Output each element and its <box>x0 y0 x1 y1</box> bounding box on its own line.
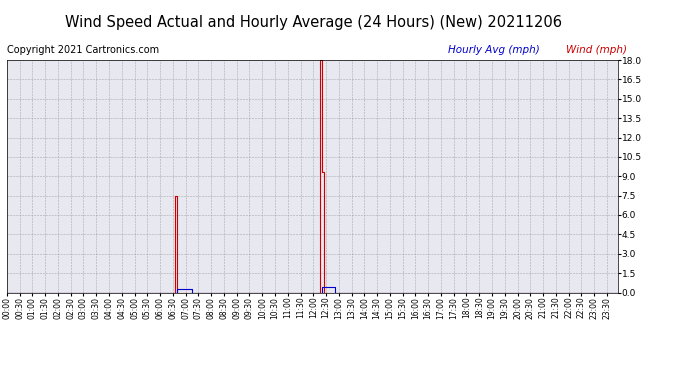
Text: Hourly Avg (mph): Hourly Avg (mph) <box>448 45 540 55</box>
Text: Copyright 2021 Cartronics.com: Copyright 2021 Cartronics.com <box>7 45 159 55</box>
Text: Wind Speed Actual and Hourly Average (24 Hours) (New) 20211206: Wind Speed Actual and Hourly Average (24… <box>66 15 562 30</box>
Text: Wind (mph): Wind (mph) <box>566 45 627 55</box>
